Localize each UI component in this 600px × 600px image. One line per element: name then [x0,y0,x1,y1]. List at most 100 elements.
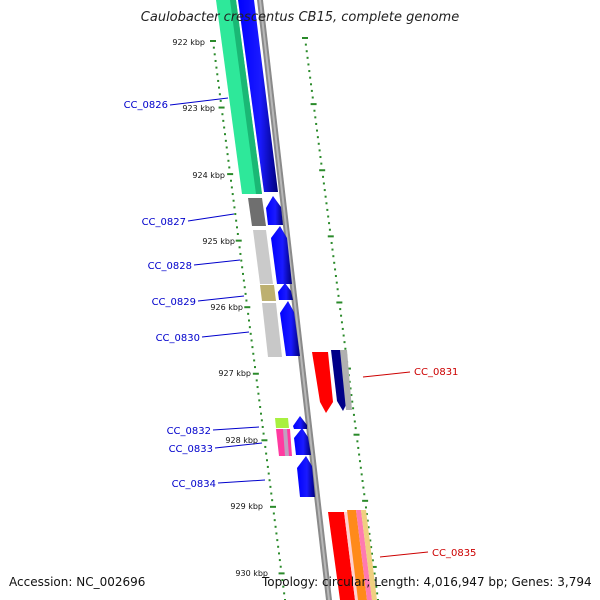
ruler-tick [244,306,251,309]
ruler-tick [238,246,241,249]
cog-block-cc0831-grey [340,350,352,410]
cds-cc0826[interactable] [238,0,278,192]
cog-block-cc0835[interactable] [328,512,355,600]
cds-cc0833[interactable] [294,428,311,455]
ruler-tick [261,425,264,428]
callout-line-cc0835 [379,551,429,558]
ruler-tick [269,485,272,488]
ruler-tick [374,579,377,582]
ruler-tick [271,499,274,502]
gene-label-cc0833[interactable]: CC_0833 [169,444,213,455]
ruler-tick [277,545,280,548]
ruler-tick [235,239,242,242]
ruler-tick [265,452,268,455]
ruler-tick [333,261,336,264]
ruler-tick [224,139,227,142]
ruler-tick [260,419,263,422]
ruler-tick [266,465,269,468]
ruler-tick [223,126,226,129]
cds-cc0832[interactable] [293,416,307,429]
ruler-tick [214,59,217,62]
ruler-tick [232,199,235,202]
gene-label-cc0829[interactable]: CC_0829 [152,297,196,308]
ruler-tick [362,499,369,502]
ruler-tick [319,156,322,159]
ruler-label-927: 927 kbp [218,369,251,378]
gene-label-cc0831[interactable]: CC_0831 [414,367,458,378]
ruler-tick [340,321,343,324]
ruler-tick [244,292,247,295]
ruler-tick [339,308,342,311]
ruler-tick [352,413,355,416]
ruler-tick [267,472,270,475]
ruler-tick [275,532,278,535]
gene-label-cc0832[interactable]: CC_0832 [167,426,211,437]
ruler-tick [224,133,226,136]
ruler-tick [302,37,308,39]
cog-block-cc0835-light [361,510,377,600]
ruler-tick [344,347,347,350]
cog-block-cc0835-pink [356,510,372,600]
ruler-label-926: 926 kbp [210,303,243,312]
ruler-tick [243,286,246,289]
ruler-tick [213,53,216,56]
cog-block-cc0833-stripe [283,429,289,456]
callout-line-cc0828 [193,259,241,266]
ruler-tick [348,380,351,383]
ruler-label-928: 928 kbp [225,436,258,445]
ruler-tick [324,195,327,198]
ruler-tick [352,407,355,410]
ruler-tick [254,366,256,369]
callout-line-cc0834 [217,479,266,484]
ruler-tick [368,532,371,535]
ruler-tick [274,525,277,528]
ruler-tick [228,166,231,169]
ruler-tick [334,268,337,271]
ruler-tick [367,526,370,529]
gene-label-cc0828[interactable]: CC_0828 [148,261,192,272]
ruler-label-929: 929 kbp [230,502,263,511]
ruler-tick [210,40,216,42]
ruler-tick [283,592,286,595]
ruler-tick [331,248,334,251]
ruler-tick [282,585,285,588]
cds-cc0828[interactable] [271,226,292,284]
ruler-tick [278,559,281,562]
cds-cc0827[interactable] [266,196,283,225]
genome-backbone-highlight [259,0,330,600]
cog-block-cc0827 [248,198,266,226]
ruler-tick [219,99,222,102]
ruler-tick [268,479,271,482]
ruler-tick [330,241,333,244]
ruler-tick [328,228,331,231]
ruler-tick [242,279,245,282]
ruler-track [210,37,379,600]
ruler-tick [259,406,262,409]
cds-cc0830[interactable] [280,301,300,356]
ruler-tick [351,400,354,403]
gene-label-cc0834[interactable]: CC_0834 [172,479,216,490]
cog-block-cc0831[interactable] [312,352,333,413]
ruler-tick [262,432,265,435]
ruler-tick [252,352,255,355]
ruler-tick [257,392,260,395]
gene-label-cc0830[interactable]: CC_0830 [156,333,200,344]
ruler-tick [313,109,316,112]
ruler-tick [342,334,345,337]
ruler-tick [318,149,321,152]
ruler-tick [245,299,248,302]
ruler-tick [215,66,218,69]
gene-label-cc0827[interactable]: CC_0827 [142,217,186,228]
ruler-tick [226,153,229,156]
ruler-tick [247,312,250,315]
gene-label-cc0826[interactable]: CC_0826 [124,100,168,111]
ruler-label-930: 930 kbp [235,569,268,578]
ruler-tick [335,281,338,284]
cds-cc0834[interactable] [297,456,315,497]
cds-cc0829[interactable] [278,283,293,300]
callout-line-cc0832 [212,426,260,431]
ruler-tick [266,459,268,462]
gene-label-cc0835[interactable]: CC_0835 [432,548,476,559]
ruler-tick [343,341,346,344]
ruler-label-924: 924 kbp [192,171,225,180]
